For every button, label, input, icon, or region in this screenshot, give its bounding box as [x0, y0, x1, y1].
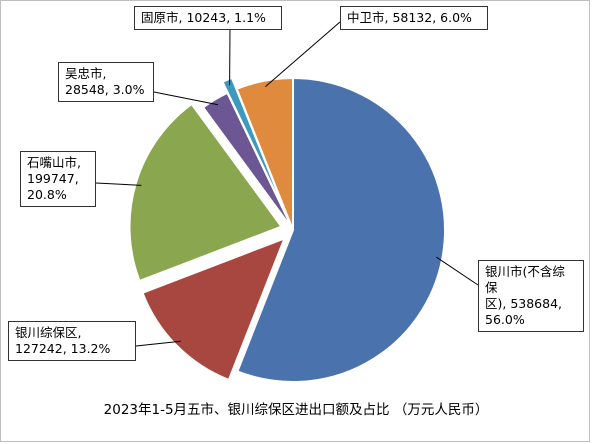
- leader-line-zhongwei: [265, 21, 341, 87]
- leader-line-wuzhong: [153, 91, 219, 106]
- slice-label-wuzhong: 吴忠市, 28548, 3.0%: [58, 62, 154, 102]
- pie-slice-guyuan: [221, 76, 290, 220]
- pie-slice-shizuishan: [128, 102, 284, 283]
- leader-line-zongbaoqu: [135, 340, 181, 347]
- leader-line-shizuishan: [95, 182, 142, 186]
- pie-slice-zongbaoqu: [141, 236, 287, 382]
- slice-label-shizuishan: 石嘴山市, 199747, 20.8%: [20, 151, 96, 207]
- slice-label-zongbaoqu: 银川综保区, 127242, 13.2%: [8, 321, 136, 361]
- pie-slice-yinchuan: [236, 76, 446, 383]
- leader-line-yinchuan: [436, 256, 479, 286]
- slice-label-yinchuan: 银川市(不含综保 区), 538684, 56.0%: [478, 260, 584, 332]
- chart-title: 2023年1-5月五市、银川综保区进出口额及占比 （万元人民币）: [103, 402, 489, 418]
- slice-label-zhongwei: 中卫市, 58132, 6.0%: [340, 6, 488, 30]
- pie-slice-zhongwei: [235, 76, 294, 231]
- slice-label-guyuan: 固原市, 10243, 1.1%: [134, 6, 282, 30]
